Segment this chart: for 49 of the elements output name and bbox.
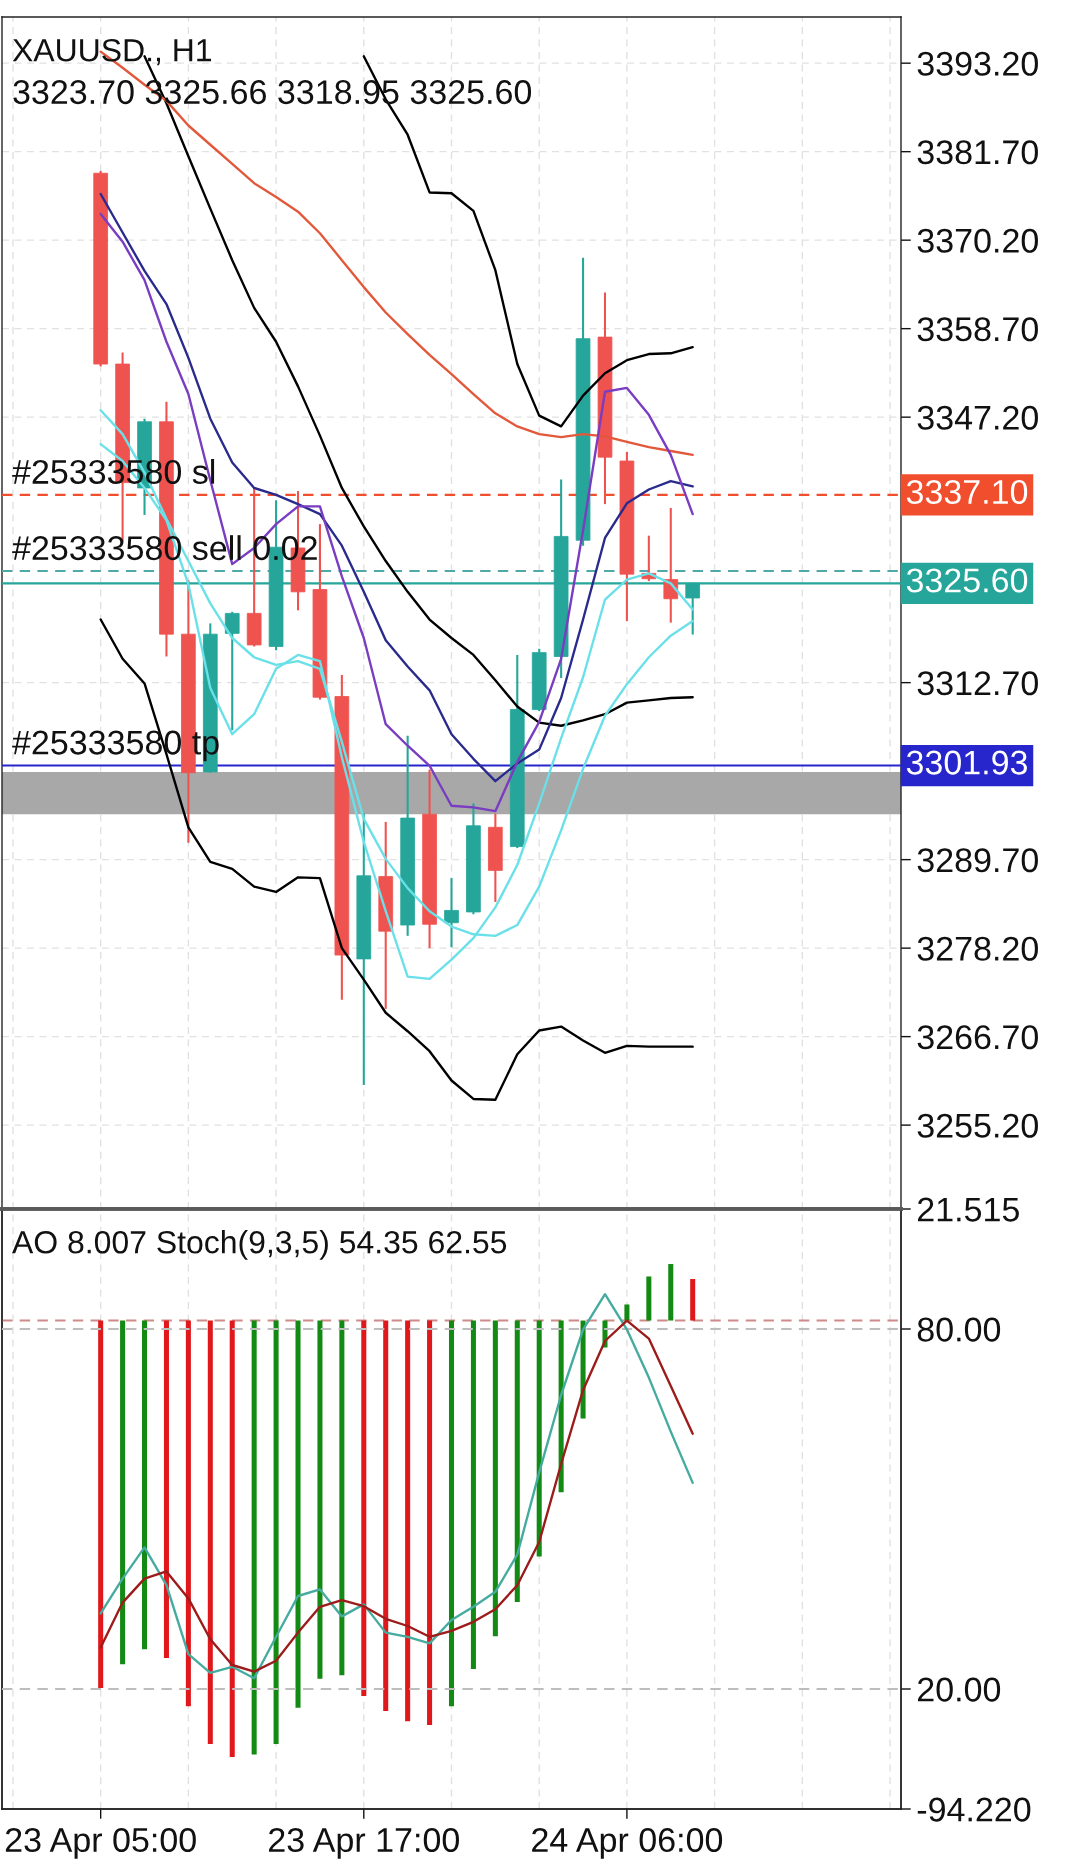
text: AO 8.007 Stoch(9,3,5) 54.35 62.55 bbox=[12, 1230, 507, 1260]
bar bbox=[142, 1320, 148, 1650]
y-tick-label: 21.515 bbox=[917, 1197, 1019, 1222]
bar bbox=[470, 1320, 476, 1669]
y-tick-label: 3393.20 bbox=[917, 51, 1038, 76]
y-tick-label: 3347.20 bbox=[917, 405, 1038, 430]
y-tick-label: 3255.20 bbox=[917, 1113, 1038, 1138]
x-tick-label: 24 Apr 06:00 bbox=[532, 1827, 723, 1859]
bar bbox=[514, 1320, 520, 1603]
bar bbox=[163, 1320, 169, 1659]
bar bbox=[646, 1276, 652, 1321]
y-tick-label: 3312.70 bbox=[917, 671, 1038, 696]
bar bbox=[536, 1320, 542, 1557]
text: XAUUSD., H1 bbox=[12, 38, 212, 66]
candlestick bbox=[224, 610, 240, 732]
ref-line-label: 3301.93 bbox=[906, 750, 1027, 775]
y-tick-label: 3370.20 bbox=[917, 228, 1038, 253]
bar bbox=[690, 1279, 696, 1321]
bar bbox=[383, 1320, 389, 1711]
candlestick bbox=[444, 877, 459, 949]
bar bbox=[492, 1320, 498, 1637]
bar bbox=[339, 1320, 345, 1676]
y-tick-label: 3358.70 bbox=[917, 317, 1038, 342]
x-tick-label: 23 Apr 17:00 bbox=[269, 1827, 459, 1859]
bar bbox=[273, 1320, 279, 1745]
ref-line-label: 3337.10 bbox=[906, 479, 1028, 505]
bar bbox=[361, 1320, 367, 1696]
bar bbox=[624, 1304, 630, 1321]
bar bbox=[207, 1320, 213, 1745]
bar bbox=[427, 1320, 433, 1725]
bar bbox=[295, 1320, 301, 1708]
x-tick-label: 23 Apr 05:00 bbox=[5, 1827, 196, 1859]
y-tick-label: 3289.70 bbox=[917, 848, 1038, 873]
bar bbox=[405, 1320, 411, 1722]
y-tick-label: 3381.70 bbox=[917, 140, 1038, 165]
bar bbox=[185, 1320, 191, 1707]
bar bbox=[98, 1320, 104, 1689]
y2-tick-label: 20.00 bbox=[917, 1677, 1001, 1702]
ref-line-label: 3325.60 bbox=[906, 568, 1028, 593]
bar bbox=[251, 1320, 257, 1755]
bar bbox=[229, 1320, 235, 1758]
bar bbox=[668, 1264, 674, 1321]
y-tick-label: 3266.70 bbox=[917, 1025, 1038, 1050]
y2-tick-label: 80.00 bbox=[917, 1317, 1001, 1342]
bar bbox=[448, 1320, 455, 1707]
bar bbox=[317, 1320, 323, 1679]
y-tick-label: -94.220 bbox=[917, 1797, 1031, 1822]
bar bbox=[120, 1320, 126, 1665]
y-tick-label: 3278.20 bbox=[917, 936, 1038, 961]
